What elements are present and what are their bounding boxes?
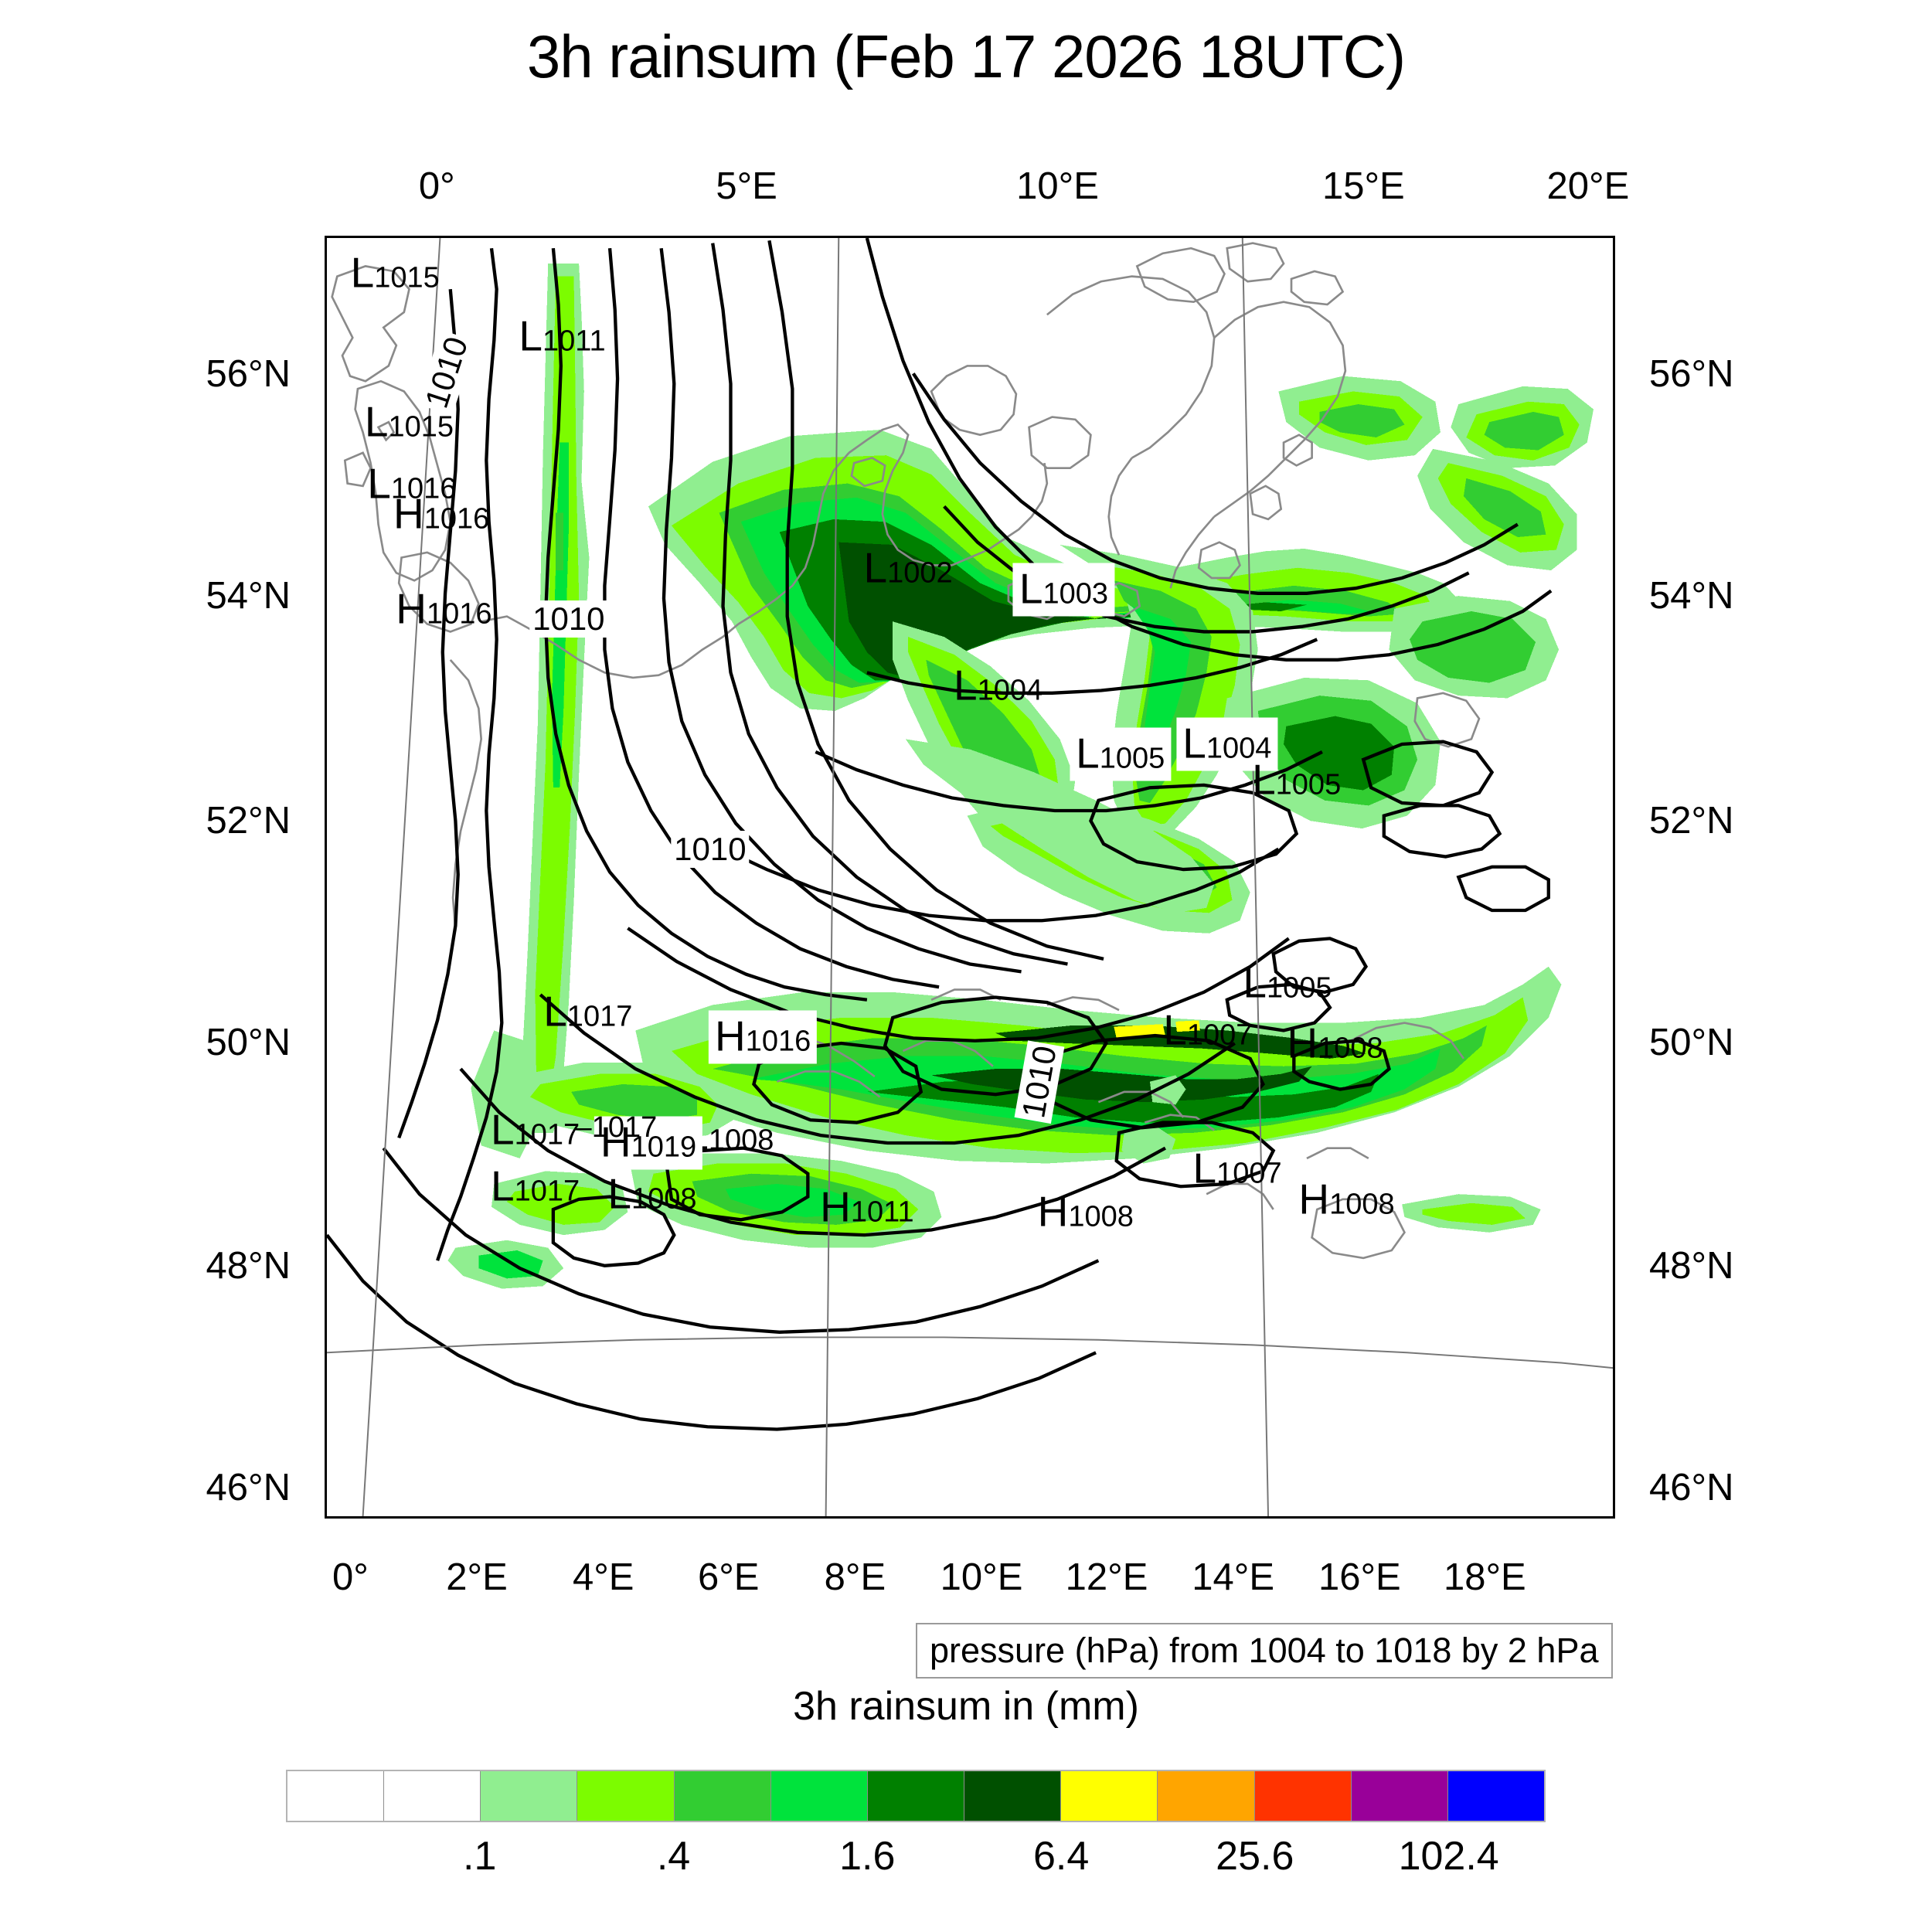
axis-label-bottom: 6°E bbox=[697, 1556, 760, 1598]
axis-tick bbox=[325, 1042, 327, 1043]
axis-tick bbox=[604, 1516, 606, 1519]
axis-label-top: 10°E bbox=[1016, 165, 1099, 207]
axis-tick bbox=[1586, 236, 1587, 238]
colorbar-cell[interactable] bbox=[964, 1771, 1062, 1821]
contour-label-1010-c: 1010 bbox=[671, 830, 750, 868]
colorbar-cell[interactable] bbox=[867, 1771, 965, 1821]
axis-label-top: 0° bbox=[418, 165, 455, 207]
axis-tick bbox=[1057, 236, 1059, 238]
axis-tick bbox=[855, 1516, 857, 1519]
axis-tick bbox=[1613, 1264, 1615, 1266]
colorbar-tick-label: 1.6 bbox=[839, 1834, 896, 1879]
axis-label-bottom: 8°E bbox=[824, 1556, 886, 1598]
page-title: 3h rainsum (Feb 17 2026 18UTC) bbox=[526, 22, 1406, 90]
colorbar-tick-label: 6.4 bbox=[1032, 1834, 1090, 1879]
colorbar-cell[interactable] bbox=[577, 1771, 675, 1821]
axis-label-top: 15°E bbox=[1321, 165, 1405, 207]
colorbar[interactable] bbox=[286, 1770, 1546, 1822]
axis-label-left: 56°N bbox=[206, 353, 291, 396]
axis-tick bbox=[981, 1516, 983, 1519]
axis-tick bbox=[325, 376, 327, 378]
colorbar-cell[interactable] bbox=[770, 1771, 868, 1821]
axis-tick bbox=[1613, 597, 1615, 599]
axis-tick bbox=[325, 821, 327, 822]
graticule-layer bbox=[327, 238, 1613, 1516]
axis-label-top: 20°E bbox=[1546, 165, 1630, 207]
colorbar-tick-label: .1 bbox=[463, 1834, 497, 1879]
axis-label-right: 52°N bbox=[1649, 799, 1734, 842]
axis-label-right: 48°N bbox=[1649, 1244, 1734, 1287]
axis-tick bbox=[1359, 1516, 1360, 1519]
axis-label-bottom: 14°E bbox=[1192, 1556, 1275, 1598]
colorbar-cell[interactable] bbox=[1254, 1771, 1352, 1821]
colorbar-cell[interactable] bbox=[1061, 1771, 1158, 1821]
axis-tick bbox=[1613, 1042, 1615, 1043]
axis-tick bbox=[325, 597, 327, 599]
isobar-contour-layer bbox=[327, 238, 1553, 1431]
colorbar-cell[interactable] bbox=[674, 1771, 771, 1821]
colorbar-tick-label: .4 bbox=[656, 1834, 691, 1879]
axis-tick bbox=[1613, 1485, 1615, 1487]
axis-label-left: 54°N bbox=[206, 575, 291, 617]
axis-tick bbox=[325, 1264, 327, 1266]
axis-label-bottom: 10°E bbox=[940, 1556, 1023, 1598]
colorbar-tick-label: 102.4 bbox=[1398, 1834, 1499, 1879]
axis-label-bottom: 4°E bbox=[572, 1556, 634, 1598]
axis-tick bbox=[747, 236, 749, 238]
axis-label-left: 50°N bbox=[206, 1022, 291, 1064]
axis-tick bbox=[439, 236, 440, 238]
axis-tick bbox=[1106, 1516, 1107, 1519]
axis-tick bbox=[730, 1516, 731, 1519]
axis-label-bottom: 0° bbox=[332, 1556, 369, 1598]
pressure-caption: pressure (hPa) from 1004 to 1018 by 2 hP… bbox=[916, 1623, 1613, 1679]
axis-tick bbox=[478, 1516, 480, 1519]
axis-tick bbox=[1613, 376, 1615, 378]
colorbar-cell[interactable] bbox=[1447, 1771, 1545, 1821]
axis-label-bottom: 2°E bbox=[446, 1556, 508, 1598]
axis-label-right: 54°N bbox=[1649, 575, 1734, 617]
colorbar-tick-label: 25.6 bbox=[1216, 1834, 1294, 1879]
axis-tick bbox=[1613, 821, 1615, 822]
axis-tick bbox=[1483, 1516, 1485, 1519]
map-plot-area[interactable] bbox=[327, 238, 1613, 1516]
axis-tick bbox=[1362, 236, 1364, 238]
axis-label-bottom: 18°E bbox=[1443, 1556, 1526, 1598]
axis-label-right: 46°N bbox=[1649, 1467, 1734, 1509]
contour-label-1010-b: 1010 bbox=[529, 600, 608, 638]
colorbar-cell[interactable] bbox=[1351, 1771, 1448, 1821]
axis-label-right: 56°N bbox=[1649, 353, 1734, 396]
axis-tick bbox=[352, 1516, 354, 1519]
axis-label-top: 5°E bbox=[716, 165, 777, 207]
colorbar-cell[interactable] bbox=[287, 1771, 385, 1821]
colorbar-title: 3h rainsum in (mm) bbox=[793, 1684, 1139, 1729]
colorbar-cell[interactable] bbox=[1158, 1771, 1255, 1821]
axis-label-bottom: 12°E bbox=[1065, 1556, 1148, 1598]
axis-label-left: 48°N bbox=[206, 1244, 291, 1287]
map-frame[interactable]: 1010 1010 1010 1010 L1015 L1011 L1015 L1016… bbox=[325, 236, 1615, 1519]
axis-tick bbox=[1232, 1516, 1233, 1519]
axis-label-right: 50°N bbox=[1649, 1022, 1734, 1064]
colorbar-cell[interactable] bbox=[384, 1771, 481, 1821]
axis-tick bbox=[325, 1485, 327, 1487]
colorbar-cell[interactable] bbox=[481, 1771, 578, 1821]
axis-label-left: 46°N bbox=[206, 1467, 291, 1509]
axis-label-bottom: 16°E bbox=[1318, 1556, 1401, 1598]
axis-label-left: 52°N bbox=[206, 799, 291, 842]
